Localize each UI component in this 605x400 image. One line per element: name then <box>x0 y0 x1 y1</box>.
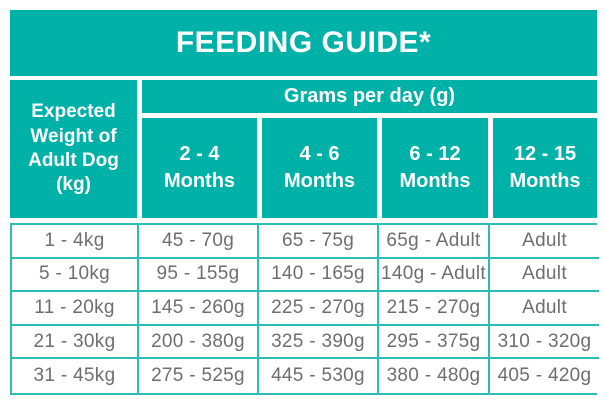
value-cell: Adult <box>490 225 599 259</box>
column-header-6-12-months: 6 - 12 Months <box>377 118 488 218</box>
column-header-2-4-months: 2 - 4 Months <box>142 118 257 218</box>
month-range: 2 - 4 <box>179 143 220 165</box>
feeding-guide-table: FEEDING GUIDE* Expected Weight of Adult … <box>10 10 599 395</box>
month-unit: Months <box>163 170 236 192</box>
page-title: FEEDING GUIDE* <box>175 26 432 59</box>
value-cell: 275 - 525g <box>139 359 259 393</box>
value-cell: 225 - 270g <box>259 292 379 326</box>
column-header-12-15-months: 12 - 15 Months <box>488 118 597 218</box>
grams-header-group: Grams per day (g) 2 - 4 Months 4 - 6 Mon… <box>137 80 597 218</box>
value-cell: 95 - 155g <box>139 258 259 293</box>
month-range: 4 - 6 <box>299 143 340 165</box>
value-cell: 215 - 270g <box>379 292 490 326</box>
value-cell: 405 - 420g <box>490 359 599 393</box>
value-cell: Adult <box>490 292 599 326</box>
weight-cell: 5 - 10kg <box>12 258 139 293</box>
weight-cell: 21 - 30kg <box>12 325 139 360</box>
weight-cell: 31 - 45kg <box>12 359 139 393</box>
column-group-header: Grams per day (g) <box>142 80 597 113</box>
row-header-line: Adult Dog <box>28 150 119 171</box>
row-header-line: Weight of <box>30 125 117 147</box>
value-cell: 145 - 260g <box>139 292 259 326</box>
value-cell: 140 - 165g <box>259 258 379 293</box>
table-header: Expected Weight of Adult Dog (kg) Grams … <box>10 80 597 218</box>
value-cell: 380 - 480g <box>379 359 490 393</box>
table-body: 1 - 4kg 45 - 70g 65 - 75g 65g - Adult Ad… <box>10 223 599 395</box>
value-cell: Adult <box>490 258 599 293</box>
month-columns: 2 - 4 Months 4 - 6 Months 6 - 12 Months … <box>142 118 597 218</box>
value-cell: 45 - 70g <box>139 225 259 259</box>
value-cell: 65g - Adult <box>379 225 490 259</box>
month-range: 12 - 15 <box>513 143 577 165</box>
value-cell: 445 - 530g <box>259 359 379 393</box>
row-header-line: (kg) <box>56 174 91 196</box>
row-header-expected-weight: Expected Weight of Adult Dog (kg) <box>10 80 137 218</box>
value-cell: 310 - 320g <box>490 325 599 360</box>
value-cell: 65 - 75g <box>259 225 379 259</box>
month-range: 6 - 12 <box>409 143 461 165</box>
title-bar: FEEDING GUIDE* <box>10 10 597 76</box>
weight-cell: 11 - 20kg <box>12 292 139 326</box>
row-header-line: Expected <box>31 101 116 123</box>
value-cell: 140g - Adult <box>379 258 490 293</box>
value-cell: 200 - 380g <box>139 325 259 360</box>
month-unit: Months <box>509 170 581 192</box>
value-cell: 295 - 375g <box>379 325 490 360</box>
column-header-4-6-months: 4 - 6 Months <box>257 118 377 218</box>
month-unit: Months <box>399 170 471 192</box>
weight-cell: 1 - 4kg <box>12 225 139 259</box>
month-unit: Months <box>283 170 356 192</box>
value-cell: 325 - 390g <box>259 325 379 360</box>
